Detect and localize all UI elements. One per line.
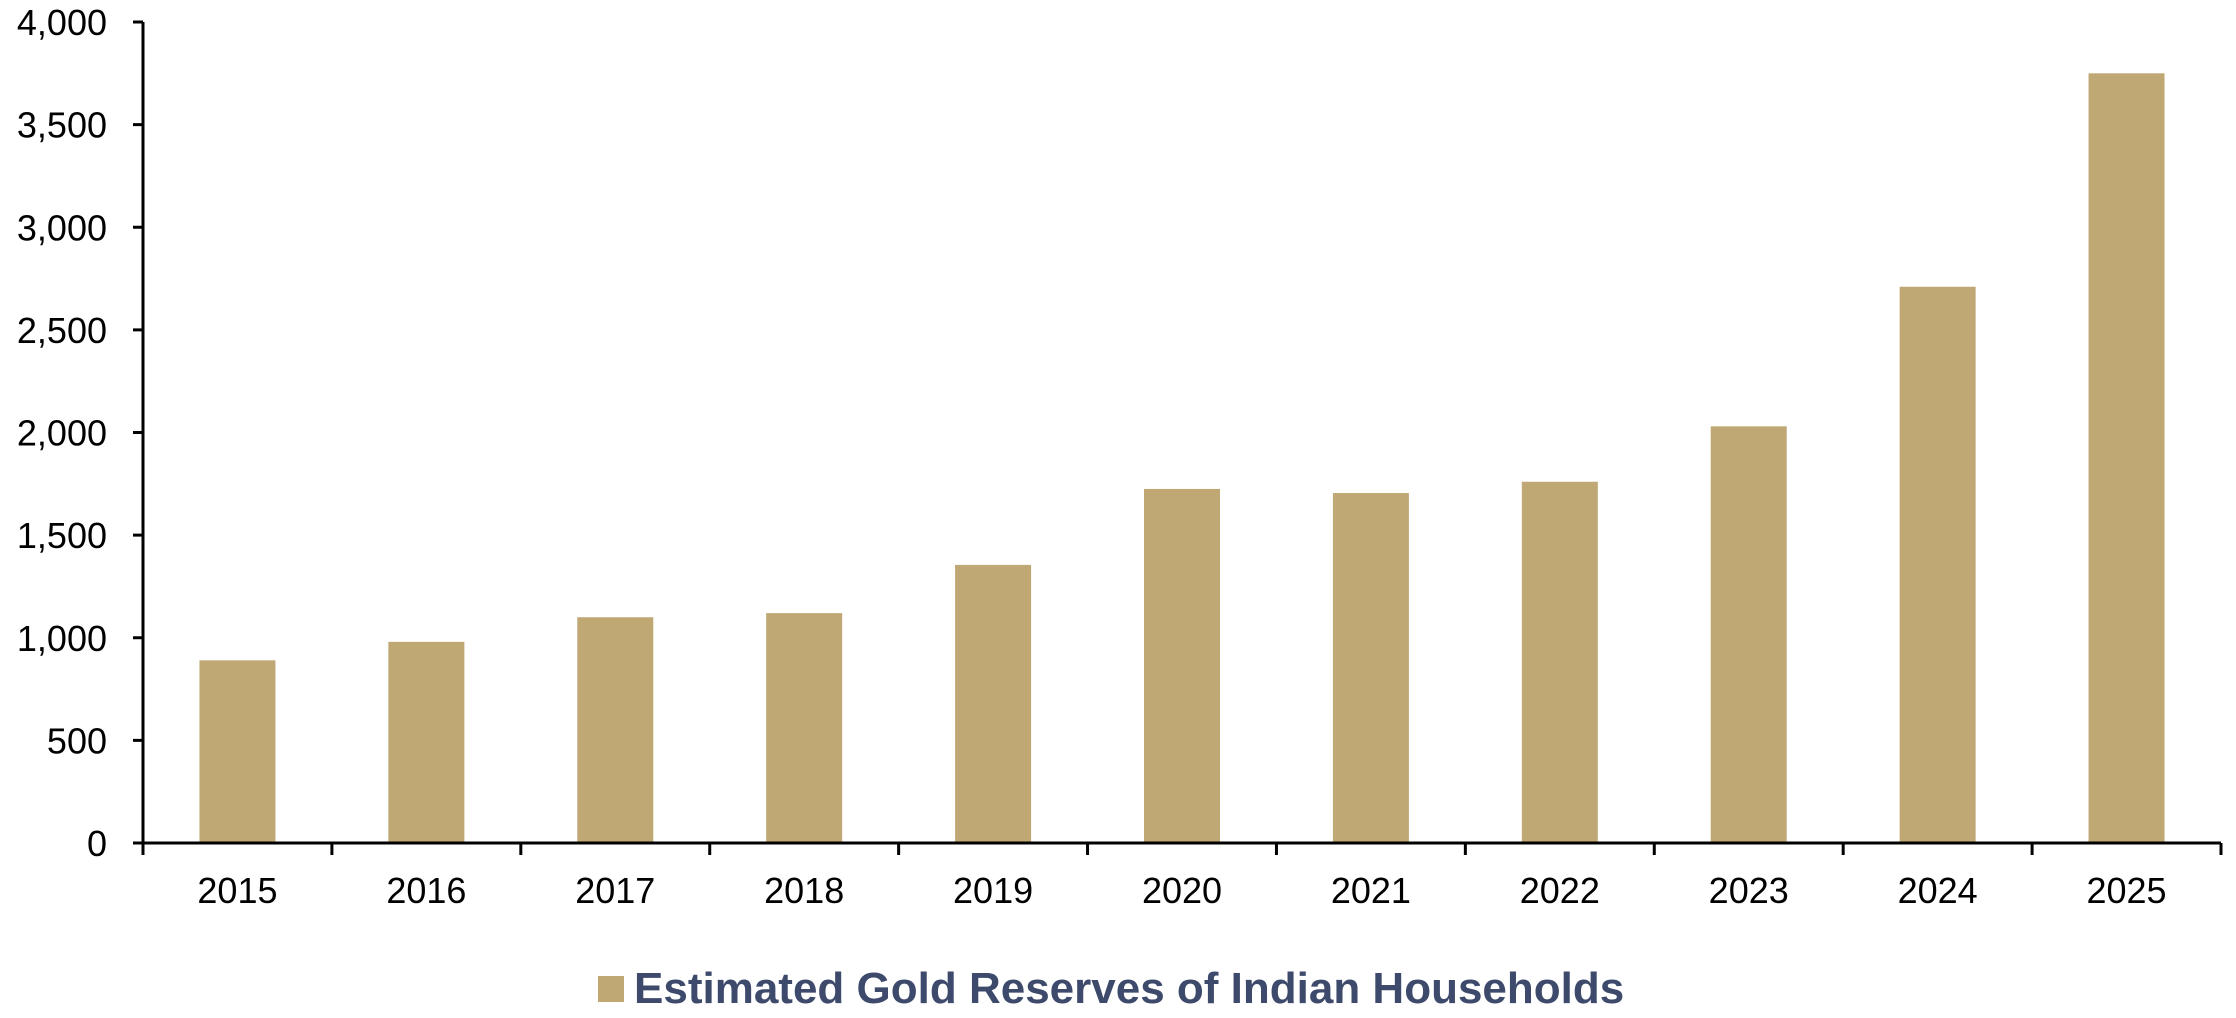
- bar-2016: [388, 641, 465, 843]
- bar-2024: [1899, 286, 1976, 844]
- y-ticks-group: 0 500 1,000 1,500 2,000 2,500 3,000 3,500 4,000: [17, 2, 143, 864]
- x-tick-label: 2024: [1898, 870, 1978, 911]
- y-tick-label: 0: [87, 823, 107, 864]
- bar-2019: [955, 564, 1032, 843]
- x-tick-label: 2016: [386, 870, 466, 911]
- y-tick-label: 4,000: [17, 2, 107, 43]
- x-tick-label: 2017: [575, 870, 655, 911]
- x-tick-label: 2015: [197, 870, 277, 911]
- legend-swatch: [598, 976, 624, 1002]
- bar-2015: [199, 660, 276, 843]
- x-ticks-group: 2015 2016 2017 2018 2019 2020 2021 2022 2023 2024…: [141, 843, 2223, 911]
- y-tick-label: 1,000: [17, 618, 107, 659]
- x-tick-label: 2025: [2086, 870, 2166, 911]
- bar-2025: [2088, 73, 2165, 843]
- bar-2020: [1144, 488, 1220, 843]
- y-tick-label: 500: [47, 720, 107, 761]
- x-tick-label: 2018: [764, 870, 844, 911]
- legend-label: Estimated Gold Reserves of Indian Househ…: [634, 964, 1624, 1013]
- y-tick-label: 1,500: [17, 515, 107, 556]
- bar-2023: [1710, 426, 1787, 843]
- x-tick-label: 2019: [953, 870, 1033, 911]
- y-tick-label: 3,000: [17, 207, 107, 248]
- bar-2022: [1521, 481, 1598, 843]
- bar-2017: [577, 617, 654, 843]
- x-tick-label: 2023: [1709, 870, 1789, 911]
- x-tick-label: 2021: [1331, 870, 1411, 911]
- y-tick-label: 3,500: [17, 105, 107, 146]
- legend: Estimated Gold Reserves of Indian Househ…: [598, 964, 1624, 1013]
- bars-group: [199, 73, 2165, 844]
- y-tick-label: 2,500: [17, 310, 107, 351]
- bar-2018: [766, 613, 843, 843]
- x-tick-label: 2022: [1520, 870, 1600, 911]
- x-tick-label: 2020: [1142, 870, 1222, 911]
- y-tick-label: 2,000: [17, 413, 107, 454]
- bar-2021: [1332, 493, 1409, 843]
